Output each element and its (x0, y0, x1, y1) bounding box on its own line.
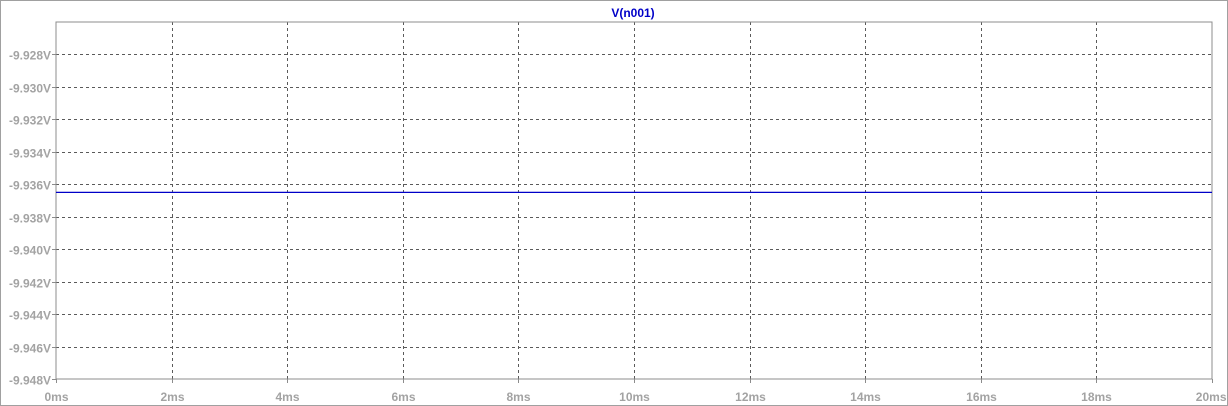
y-tick-label: -9.936V (9, 179, 51, 193)
x-tick-label: 18ms (1081, 390, 1112, 404)
y-tick-label: -9.938V (9, 212, 51, 226)
plot-border (55, 21, 1213, 380)
y-tick-label: -9.934V (9, 147, 51, 161)
y-tick-label: -9.948V (9, 374, 51, 388)
y-tick-label: -9.946V (9, 342, 51, 356)
y-tick-label: -9.940V (9, 244, 51, 258)
x-tick-label: 0ms (44, 390, 68, 404)
x-tick-label: 14ms (850, 390, 881, 404)
x-tick-label: 16ms (966, 390, 997, 404)
gridlines (56, 22, 1212, 379)
x-tick-label: 6ms (391, 390, 415, 404)
x-tick-label: 4ms (275, 390, 299, 404)
y-tick-label: -9.930V (9, 82, 51, 96)
x-axis-ticks: 0ms 2ms 4ms 6ms 8ms 10ms 12ms 14ms 16ms 18ms 20ms (44, 379, 1227, 404)
axes (55, 21, 1213, 380)
x-tick-label: 2ms (160, 390, 184, 404)
x-tick-label: 10ms (619, 390, 650, 404)
y-tick-label: -9.928V (9, 49, 51, 63)
x-tick-label: 20ms (1196, 390, 1227, 404)
x-tick-label: 8ms (506, 390, 530, 404)
y-tick-label: -9.942V (9, 277, 51, 291)
series-label-v-n001[interactable]: V(n001) (611, 6, 654, 20)
y-tick-label: -9.944V (9, 309, 51, 323)
y-axis-ticks: -9.928V -9.930V -9.932V -9.934V -9.936V -9.93… (9, 49, 56, 388)
y-tick-label: -9.932V (9, 114, 51, 128)
x-tick-label: 12ms (735, 390, 766, 404)
